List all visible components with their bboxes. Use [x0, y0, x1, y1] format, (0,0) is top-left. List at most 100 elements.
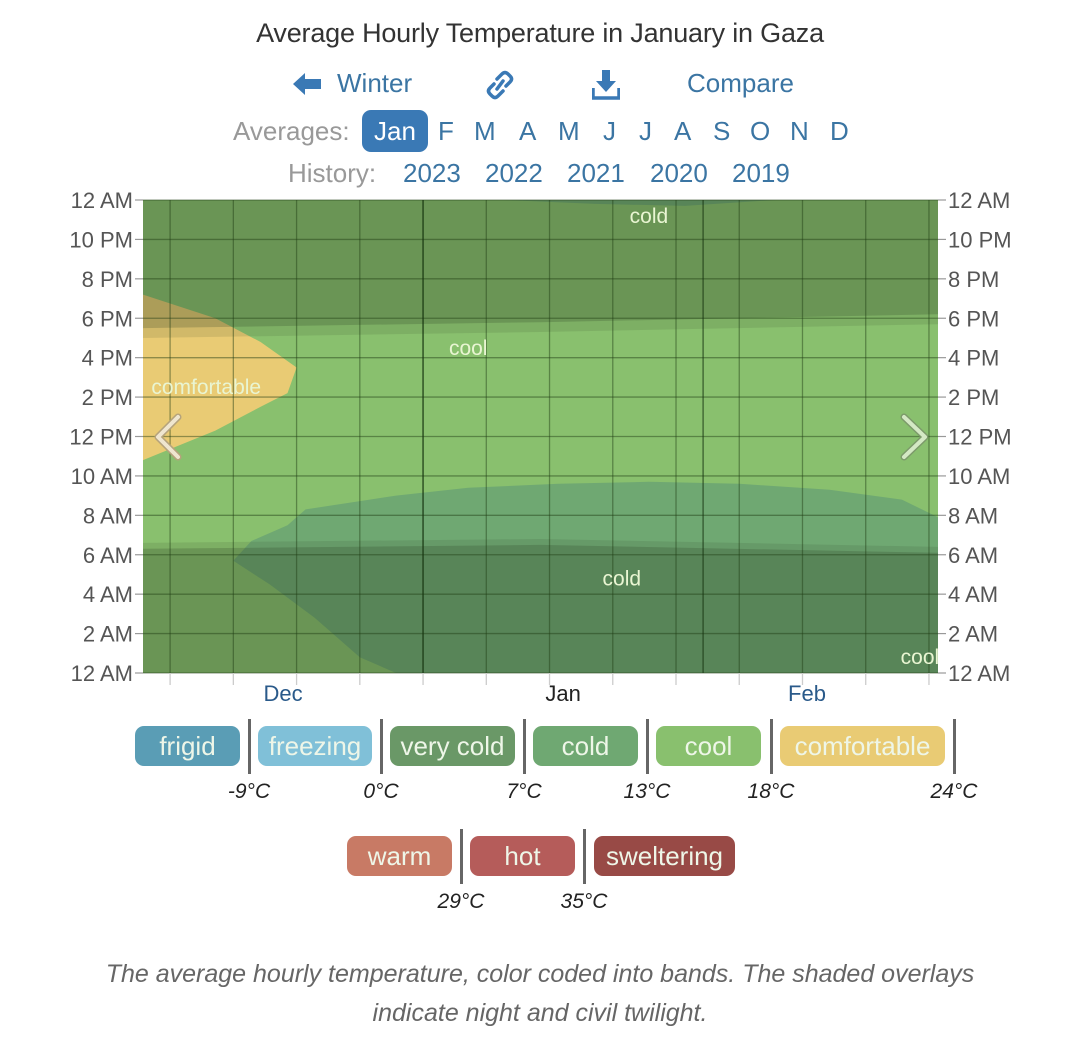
legend-threshold-marker	[248, 719, 251, 774]
next-arrow[interactable]	[900, 413, 929, 461]
y-tick-label-right: 6 PM	[948, 306, 999, 331]
band-labels: cold cool comfortable cold cool	[151, 205, 939, 669]
month-tab-apr[interactable]: A	[519, 116, 537, 146]
history-year-2023[interactable]: 2023	[403, 158, 461, 188]
legend-threshold-marker	[583, 829, 586, 884]
history-label: History:	[288, 158, 377, 188]
legend-threshold-label: 18°C	[747, 780, 795, 803]
y-tick-label-right: 8 PM	[948, 267, 999, 292]
legend-threshold-marker	[523, 719, 526, 774]
compare-link[interactable]: Compare	[687, 68, 794, 99]
grid	[143, 199, 938, 685]
back-label: Winter	[337, 68, 413, 98]
history-year-selector: History: 2023 2022 2021 2020 2019	[0, 156, 1080, 192]
y-tick-label-left: 2 PM	[82, 385, 133, 410]
arrow-left-icon	[293, 72, 321, 95]
link-icon	[486, 70, 514, 100]
y-tick-label-left: 8 PM	[82, 267, 133, 292]
legend-threshold-label: 29°C	[437, 890, 485, 913]
download-icon	[592, 70, 620, 100]
y-tick-label-left: 4 AM	[83, 582, 133, 607]
y-tick-label-right: 10 PM	[948, 227, 1012, 252]
y-tick-label-left: 12 AM	[71, 661, 133, 686]
temperature-chart: 12 AM 2 AM 4 AM 6 AM 8 AM 10 AM 12 PM 2 PM 4 PM 6…	[69, 188, 1012, 706]
y-tick-label-right: 2 AM	[948, 622, 998, 647]
legend-threshold-label: 13°C	[623, 780, 671, 803]
y-axis-left: 12 AM 2 AM 4 AM 6 AM 8 AM 10 AM 12 PM 2 PM 4 PM 6…	[69, 188, 143, 686]
nav-row: Winter Compare	[0, 68, 1080, 104]
month-tab-may[interactable]: M	[558, 116, 580, 146]
month-tab-jan[interactable]: Jan	[362, 110, 428, 152]
month-label-jan: Jan	[545, 681, 580, 706]
y-tick-label-right: 8 AM	[948, 503, 998, 528]
legend-band-very-cold: very cold	[390, 726, 515, 766]
legend-band-warm: warm	[347, 836, 452, 876]
region-comfortable	[143, 294, 297, 461]
night-evening-overlay	[143, 200, 938, 329]
twilight-evening-overlay	[143, 200, 938, 338]
month-tab-dec[interactable]: D	[830, 116, 849, 146]
y-tick-label-right: 2 PM	[948, 385, 999, 410]
night-morning-overlay	[143, 544, 938, 673]
page-title: Average Hourly Temperature in January in…	[256, 18, 824, 48]
history-year-2021[interactable]: 2021	[567, 158, 625, 188]
region-cold	[504, 200, 776, 206]
legend-band-frigid: frigid	[135, 726, 240, 766]
averages-month-selector: Averages: Jan F M A M J J A S O N D	[0, 110, 1080, 152]
y-tick-label-left: 6 AM	[83, 543, 133, 568]
band-label-comfortable: comfortable	[151, 376, 261, 399]
legend-band-cool: cool	[656, 726, 761, 766]
y-tick-label-left: 4 PM	[82, 346, 133, 371]
legend-threshold-label: 24°C	[930, 780, 978, 803]
legend-band-sweltering: sweltering	[594, 836, 735, 876]
prev-arrow[interactable]	[154, 413, 182, 461]
back-to-winter-link[interactable]: Winter	[293, 68, 412, 99]
legend-band-cold: cold	[533, 726, 638, 766]
history-year-2019[interactable]: 2019	[732, 158, 790, 188]
y-tick-label-right: 12 PM	[948, 425, 1012, 450]
month-tab-aug[interactable]: A	[674, 116, 692, 146]
history-year-2022[interactable]: 2022	[485, 158, 543, 188]
chart-caption: The average hourly temperature, color co…	[105, 960, 975, 1027]
y-tick-label-left: 12 AM	[71, 188, 133, 213]
band-label-cool: cool	[449, 337, 488, 360]
legend-threshold-label: 0°C	[363, 780, 399, 803]
y-tick-label-right: 12 AM	[948, 661, 1010, 686]
download-button[interactable]	[592, 70, 620, 100]
history-year-2020[interactable]: 2020	[650, 158, 708, 188]
legend-threshold-marker	[460, 829, 463, 884]
legend-threshold-marker	[953, 719, 956, 774]
y-tick-label-right: 12 AM	[948, 188, 1010, 213]
twilight-morning-overlay	[143, 539, 938, 673]
y-tick-label-left: 8 AM	[83, 503, 133, 528]
month-tab-nov[interactable]: N	[790, 116, 809, 146]
legend-band-comfortable: comfortable	[780, 726, 945, 766]
legend-threshold-label: -9°C	[227, 780, 271, 803]
y-tick-label-left: 12 PM	[69, 425, 133, 450]
y-tick-label-left: 2 AM	[83, 622, 133, 647]
night-twilight-overlays	[143, 200, 938, 673]
month-tab-sep[interactable]: S	[713, 116, 731, 146]
legend-threshold-label: 35°C	[560, 890, 608, 913]
month-tab-oct[interactable]: O	[750, 116, 771, 146]
compare-label: Compare	[687, 68, 794, 98]
month-tab-mar[interactable]: M	[474, 116, 496, 146]
region-cold	[233, 481, 938, 673]
y-axis-right: 12 AM 2 AM 4 AM 6 AM 8 AM 10 AM 12 PM 2 PM 4 PM 6…	[938, 188, 1012, 686]
y-tick-label-left: 10 AM	[71, 464, 133, 489]
month-label-dec: Dec	[263, 681, 302, 706]
band-label-cold: cold	[630, 205, 669, 228]
band-regions	[143, 200, 938, 673]
band-label-cold: cold	[603, 567, 642, 590]
y-tick-label-right: 4 PM	[948, 346, 999, 371]
y-tick-label-right: 6 AM	[948, 543, 998, 568]
legend-threshold-marker	[646, 719, 649, 774]
legend-threshold-label: 7°C	[506, 780, 542, 803]
month-tab-feb[interactable]: F	[438, 116, 454, 146]
x-axis: Dec Jan Feb	[263, 681, 826, 706]
month-tab-jul[interactable]: J	[639, 116, 652, 146]
band-label-cool: cool	[901, 646, 940, 669]
link-button[interactable]	[485, 70, 515, 100]
month-tab-jun[interactable]: J	[603, 116, 616, 146]
legend-threshold-marker	[380, 719, 383, 774]
